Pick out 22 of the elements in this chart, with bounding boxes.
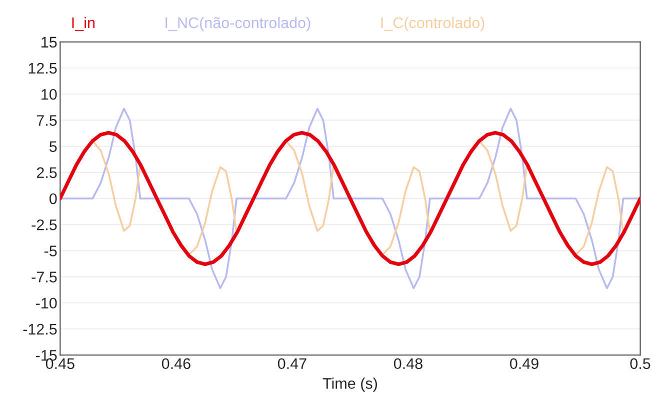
- y-tick-label: -12.5: [23, 324, 57, 335]
- y-tick-label: -2.5: [32, 219, 57, 230]
- y-tick-label: -7.5: [32, 272, 57, 282]
- text: I_NC(não-controlado): [166, 16, 310, 32]
- y-tick-label: 2.5: [36, 167, 57, 178]
- y-tick-label: -10: [36, 298, 57, 309]
- y-tick-label: -5: [44, 246, 57, 256]
- x-axis-title: Time (s): [322, 378, 377, 392]
- line-series: [60, 108, 640, 290]
- text: I_in: [72, 16, 95, 32]
- x-tick-label: 0.5: [630, 358, 650, 370]
- text: I_C(controlado): [381, 16, 484, 32]
- y-tick-label: 15: [42, 36, 57, 48]
- y-tick-label: 10: [42, 88, 57, 100]
- x-tick-label: 0.46: [162, 358, 190, 370]
- x-tick-label: 0.49: [510, 358, 538, 370]
- y-tick-label: 5: [50, 141, 57, 152]
- y-tick-label: 0: [49, 193, 57, 204]
- x-tick-label: 0.48: [394, 358, 422, 370]
- y-tick-label: 12.5: [28, 62, 57, 74]
- y-tick-label: 7.5: [36, 115, 57, 126]
- x-tick-label: 0.47: [278, 358, 306, 370]
